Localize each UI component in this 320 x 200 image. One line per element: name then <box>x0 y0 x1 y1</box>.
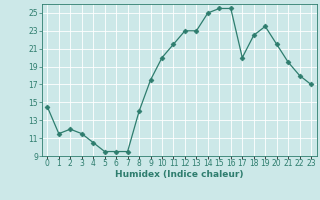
X-axis label: Humidex (Indice chaleur): Humidex (Indice chaleur) <box>115 170 244 179</box>
